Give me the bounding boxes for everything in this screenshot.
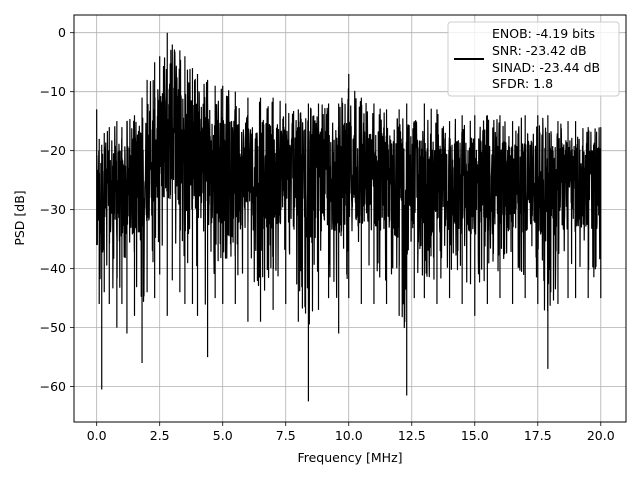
x-tick-label: 10.0 (335, 428, 363, 443)
legend-entry-sinad: SINAD: -23.44 dB (492, 60, 600, 75)
y-tick-label: −20 (40, 143, 66, 158)
x-axis-label: Frequency [MHz] (297, 450, 402, 465)
y-tick-label: −10 (40, 84, 66, 99)
x-tick-label: 2.5 (150, 428, 170, 443)
legend-entry-enob: ENOB: -4.19 bits (492, 26, 595, 41)
plot-frame (73, 14, 627, 423)
y-axis-label: PSD [dB] (12, 190, 27, 245)
series-layer (96, 32, 602, 402)
y-tick-label: −30 (40, 202, 66, 217)
legend-entry-sfdr: SFDR: 1.8 (492, 76, 553, 91)
y-tick-label: 0 (58, 25, 66, 40)
x-tick-label: 12.5 (398, 428, 426, 443)
y-tick-label: −40 (40, 261, 66, 276)
legend-box (447, 21, 620, 97)
y-tick-label: −60 (40, 379, 66, 394)
x-tick-label: 15.0 (461, 428, 489, 443)
y-tick-label: −50 (40, 320, 66, 335)
x-tick-label: 5.0 (213, 428, 233, 443)
x-tick-label: 20.0 (587, 428, 615, 443)
x-tick-label: 17.5 (524, 428, 552, 443)
ticks: 0.0 2.5 5.0 7.5 10.0 12.5 15.0 17.5 20.0 0 −10 −20 −… (40, 25, 615, 443)
legend: ENOB: -4.19 bits SNR: -23.42 dB SINAD: -… (447, 21, 620, 97)
psd-series-line (96, 32, 602, 402)
x-tick-label: 0.0 (87, 428, 107, 443)
x-tick-label: 7.5 (276, 428, 296, 443)
legend-entry-snr: SNR: -23.42 dB (492, 43, 587, 58)
